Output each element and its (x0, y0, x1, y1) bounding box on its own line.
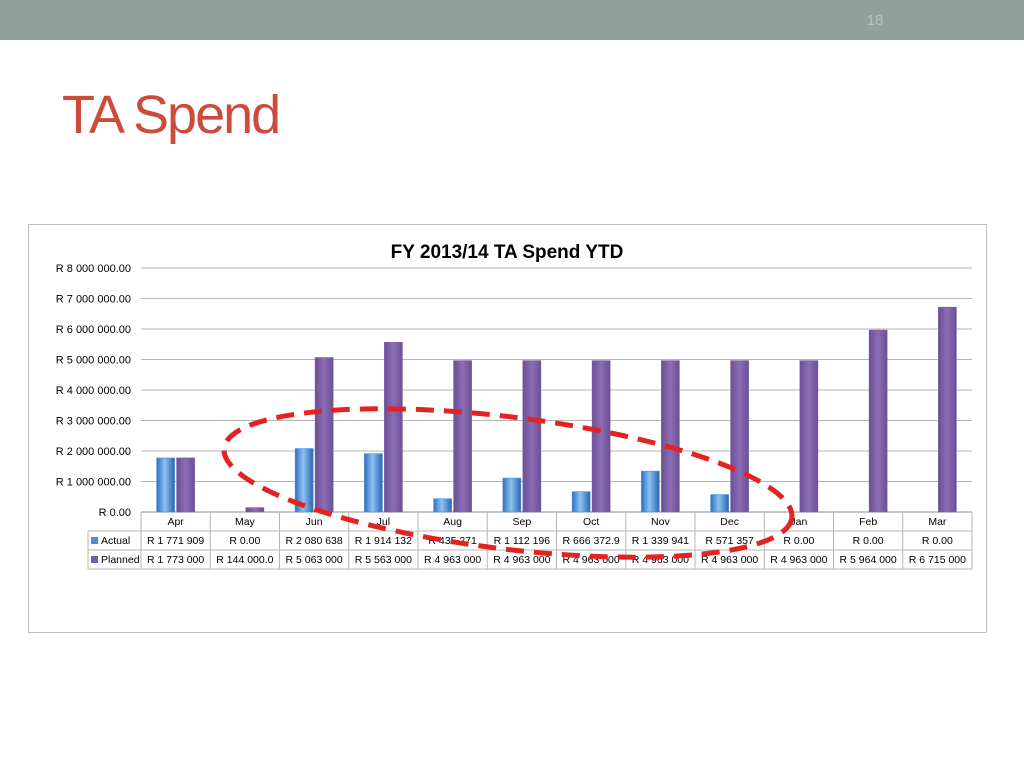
bar-actual (502, 477, 522, 513)
bar-planned (245, 507, 265, 513)
slide-number: 18 (866, 12, 884, 29)
bar-planned (176, 457, 195, 513)
table-cell: R 4 963 000 (424, 554, 481, 566)
bar-planned (730, 360, 749, 513)
category-label: Jun (306, 516, 323, 528)
bar-planned (314, 357, 334, 513)
table-cell: R 0.00 (853, 535, 884, 547)
bar-actual (433, 498, 452, 513)
bar-actual (364, 453, 383, 513)
table-cell: R 4 963 000 (701, 554, 758, 566)
category-label: Dec (720, 516, 739, 528)
table-cell: R 4 963 000 (770, 554, 827, 566)
bar-planned (591, 360, 611, 513)
y-tick-label: R 5 000 000.00 (56, 355, 131, 367)
bar-actual (156, 457, 175, 513)
table-cell: R 5 964 000 (840, 554, 897, 566)
bar-chart: FY 2013/14 TA Spend YTD R 0.00 R 1 000 00… (56, 242, 973, 570)
table-cell: R 1 112 196 (494, 535, 551, 547)
table-cell: R 666 372.9 (563, 535, 620, 547)
y-tick-label: R 2 000 000.00 (56, 446, 131, 458)
data-table: Apr May Jun Jul Aug Sep Oct Nov Dec Jan Feb MarActu… (87, 512, 973, 570)
category-label: Oct (583, 516, 599, 528)
y-tick-label: R 4 000 000.00 (56, 385, 131, 397)
table-cell: R 571 357 (705, 535, 754, 547)
top-bar (0, 0, 1024, 40)
category-label: Sep (513, 516, 532, 528)
y-tick-label: R 8 000 000.00 (56, 263, 131, 275)
category-label: Feb (859, 516, 877, 528)
bar-planned (453, 360, 472, 513)
bar-actual (571, 491, 591, 513)
table-cell: R 0.00 (229, 535, 260, 547)
y-tick-label: R 7 000 000.00 (56, 294, 131, 306)
series-name: Actual (101, 535, 130, 547)
table-cell: R 4 963 000 (493, 554, 550, 566)
bar-actual (641, 470, 660, 513)
legend-key-actual (91, 537, 98, 544)
series-name: Planned (101, 554, 140, 566)
chart-container: FY 2013/14 TA Spend YTD R 0.00 R 1 000 00… (28, 224, 987, 633)
table-cell: R 2 080 638 (286, 535, 343, 547)
table-cell: R 1 339 941 (632, 535, 689, 547)
slide-title: TA Spend (62, 85, 281, 145)
bar-planned (522, 360, 542, 513)
y-tick-label: R 6 000 000.00 (56, 324, 131, 336)
bar-planned (799, 360, 819, 513)
table-cell: R 5 063 000 (286, 554, 343, 566)
bar-planned (938, 306, 957, 513)
bar-planned (868, 329, 888, 513)
bar-actual (294, 448, 314, 513)
table-cell: R 1 914 132 (355, 535, 412, 547)
chart-title: FY 2013/14 TA Spend YTD (391, 242, 624, 263)
y-axis-ticks: R 0.00 R 1 000 000.00 R 2 000 000.00 R 3 00… (56, 263, 131, 519)
category-label: Apr (167, 516, 184, 528)
table-cell: R 0.00 (783, 535, 814, 547)
table-cell: R 1 773 000 (147, 554, 204, 566)
y-tick-label: R 0.00 (99, 507, 131, 519)
bar-planned (661, 360, 680, 513)
y-tick-label: R 1 000 000.00 (56, 477, 131, 489)
bars (156, 306, 957, 513)
bar-actual (710, 494, 729, 513)
table-cell: R 5 563 000 (355, 554, 412, 566)
table-cell: R 144 000.0 (216, 554, 273, 566)
table-cell: R 0.00 (922, 535, 953, 547)
category-label: Aug (443, 516, 462, 528)
category-label: Jan (790, 516, 807, 528)
gridlines (141, 267, 972, 513)
category-label: Nov (651, 516, 670, 528)
bar-planned (384, 342, 403, 513)
legend-key-planned (91, 556, 98, 563)
table-cell: R 6 715 000 (909, 554, 966, 566)
category-label: May (235, 516, 256, 528)
category-label: Mar (928, 516, 947, 528)
annotation-dashed-ellipse (221, 406, 795, 560)
y-tick-label: R 3 000 000.00 (56, 416, 131, 428)
table-cell: R 1 771 909 (147, 535, 204, 547)
